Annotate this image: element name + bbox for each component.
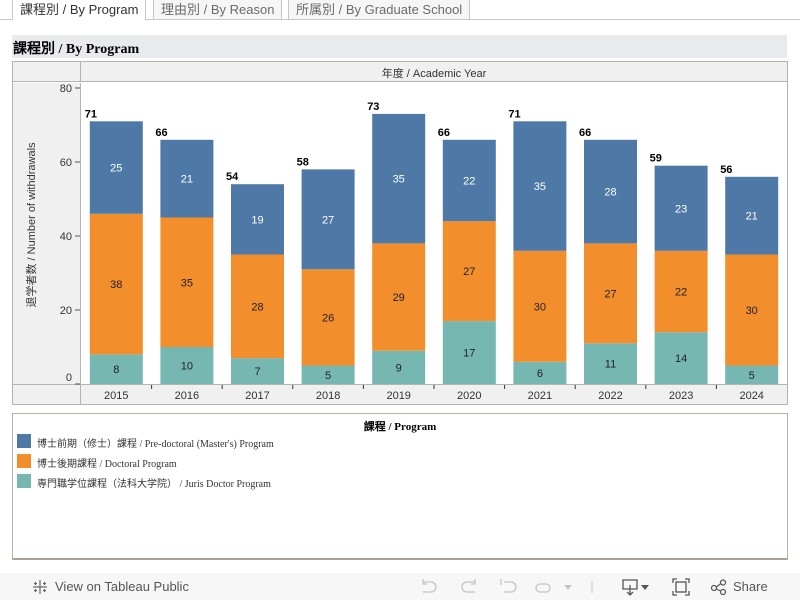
chart-frame: 年度 / Academic Year 退学者数 / Number of with… xyxy=(12,61,788,405)
redo-icon[interactable] xyxy=(458,578,480,596)
revert-icon[interactable] xyxy=(498,578,520,596)
tableau-logo-icon xyxy=(33,580,47,594)
y-axis-panel: 退学者数 / Number of withdrawals xyxy=(13,83,81,384)
tab-by-graduate-school[interactable]: 所属別 / By Graduate School xyxy=(288,0,471,20)
fullscreen-icon[interactable] xyxy=(670,578,692,596)
column-header: 年度 / Academic Year xyxy=(381,68,487,80)
x-axis-panel xyxy=(13,384,787,405)
tab-bar: 課程別 / By Program 理由別 / By Reason 所属別 / B… xyxy=(0,0,800,21)
legend-title: 課程 / Program xyxy=(363,421,437,433)
share-button[interactable]: Share xyxy=(710,578,770,596)
refresh-icon[interactable] xyxy=(533,578,555,596)
column-header-row: 年度 / Academic Year xyxy=(13,62,787,82)
tab-by-reason[interactable]: 理由別 / By Reason xyxy=(153,0,283,20)
header-corner xyxy=(13,62,81,82)
legend-label: 博士後期課程 / Doctoral Program xyxy=(37,459,177,470)
x-axis-corner xyxy=(13,385,81,405)
page-title: 課程別 / By Program xyxy=(13,42,140,57)
tab-by-program[interactable]: 課程別 / By Program xyxy=(12,0,147,21)
title-bar: 課程別 / By Program xyxy=(12,35,787,58)
download-icon[interactable] xyxy=(620,578,652,596)
share-label: Share xyxy=(733,579,768,594)
legend-label: 専門職学位課程（法科大学院） / Juris Doctor Program xyxy=(37,479,271,490)
undo-icon[interactable] xyxy=(418,578,440,596)
legend-swatch xyxy=(17,434,31,448)
share-icon xyxy=(710,579,727,595)
legend-label: 博士前期（修士）課程 / Pre-doctoral (Master's) Pro… xyxy=(37,439,274,450)
tableau-link-text: View on Tableau Public xyxy=(55,579,189,594)
legend-swatch xyxy=(17,474,31,488)
legend: 課程 / Program 博士前期（修士）課程 / Pre-doctoral (… xyxy=(12,413,788,560)
legend-swatch xyxy=(17,454,31,468)
toolbar-divider xyxy=(591,581,593,593)
y-axis-label: 退学者数 / Number of withdrawals xyxy=(26,142,38,308)
tableau-toolbar: View on Tableau Public xyxy=(0,573,800,600)
refresh-dropdown-icon[interactable] xyxy=(560,578,576,596)
